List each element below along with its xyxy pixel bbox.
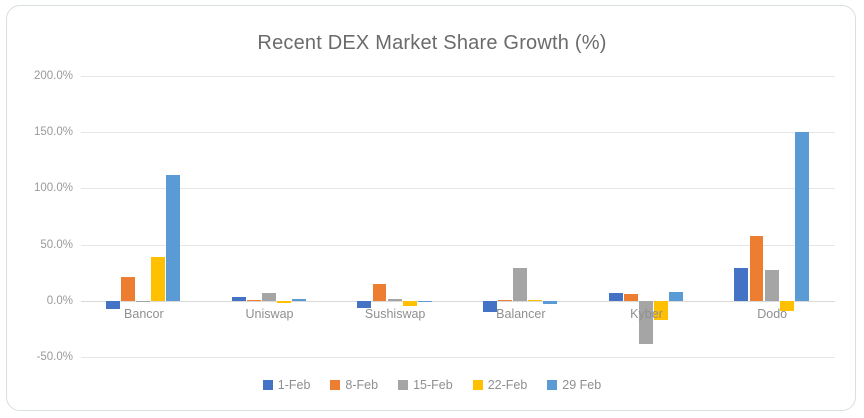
x-axis-label-balancer: Balancer	[496, 306, 546, 321]
legend-swatch-icon	[398, 380, 409, 390]
bar-dodo-22-feb[interactable]	[779, 300, 794, 311]
legend-swatch-icon	[330, 380, 341, 390]
bar-dodo-29-feb[interactable]	[794, 132, 809, 301]
gridline	[81, 357, 835, 358]
x-axis-label-uniswap: Uniswap	[245, 306, 294, 321]
x-axis-label-bancor: Bancor	[124, 306, 164, 321]
y-axis-tick-label: 150.0%	[33, 126, 73, 139]
bar-dodo-8-feb[interactable]	[749, 235, 764, 301]
legend-item-1-feb[interactable]: 1-Feb	[262, 378, 311, 392]
y-axis-tick-label: -50.0%	[36, 351, 73, 363]
legend-item-8-feb[interactable]: 8-Feb	[330, 378, 378, 392]
bar-balancer-15-feb[interactable]	[513, 268, 528, 301]
legend-item-22-feb[interactable]: 22-Feb	[472, 378, 528, 392]
y-axis-tick-label: 50.0%	[40, 238, 73, 251]
bar-balancer-1-feb[interactable]	[483, 300, 497, 313]
bar-kyber-29-feb[interactable]	[669, 291, 683, 301]
legend-swatch-icon	[547, 380, 558, 390]
bar-sushiswap-15-feb[interactable]	[387, 298, 402, 301]
bar-dodo-15-feb[interactable]	[764, 270, 779, 301]
bar-uniswap-1-feb[interactable]	[231, 297, 246, 301]
bars-layer	[81, 76, 835, 357]
bar-uniswap-15-feb[interactable]	[261, 292, 276, 301]
bar-balancer-22-feb[interactable]	[528, 299, 543, 302]
bar-kyber-22-feb[interactable]	[654, 300, 668, 320]
chart-title: Recent DEX Market Share Growth (%)	[257, 32, 607, 54]
x-axis-label-sushiswap: Sushiswap	[364, 306, 426, 321]
bar-sushiswap-29-feb[interactable]	[417, 300, 432, 303]
y-axis-labels: 200.0% 150.0% 100.0% 50.0% 0.0% -50.0%	[7, 70, 73, 363]
bar-balancer-29-feb[interactable]	[543, 300, 558, 305]
bar-kyber-1-feb[interactable]	[608, 292, 623, 301]
bar-bancor-29-feb[interactable]	[166, 174, 181, 301]
bar-dodo-1-feb[interactable]	[734, 268, 749, 301]
x-axis-label-dodo: Dodo	[757, 306, 788, 321]
legend-item-15-feb[interactable]: 15-Feb	[398, 378, 453, 392]
gridline	[81, 188, 835, 190]
plot-area	[81, 76, 835, 358]
chart-card: Recent DEX Market Share Growth (%) 200.0…	[6, 5, 856, 411]
gridline	[81, 300, 835, 302]
bar-kyber-8-feb[interactable]	[623, 294, 638, 301]
bar-uniswap-29-feb[interactable]	[292, 298, 306, 301]
legend-label: 8-Feb	[345, 378, 379, 392]
bar-balancer-8-feb[interactable]	[498, 299, 513, 302]
bar-bancor-22-feb[interactable]	[151, 256, 166, 301]
legend-label: 1-Feb	[277, 378, 311, 392]
bar-sushiswap-1-feb[interactable]	[357, 300, 372, 308]
legend-label: 22-Feb	[487, 378, 528, 392]
y-axis-tick-label: 100.0%	[33, 182, 73, 195]
gridline	[81, 244, 835, 246]
bar-uniswap-8-feb[interactable]	[246, 299, 261, 302]
gridline	[81, 76, 835, 77]
bar-uniswap-22-feb[interactable]	[277, 300, 291, 304]
x-axis-labels: Bancor Uniswap Sushiswap Balancer Kyber Dodo	[81, 76, 835, 357]
bar-sushiswap-8-feb[interactable]	[372, 283, 387, 301]
bar-bancor-15-feb[interactable]	[136, 300, 151, 303]
bar-bancor-1-feb[interactable]	[106, 300, 120, 309]
y-axis-tick-label: 200.0%	[33, 70, 73, 82]
bar-bancor-8-feb[interactable]	[121, 277, 136, 301]
bar-sushiswap-22-feb[interactable]	[402, 300, 417, 307]
legend-label: 29 Feb	[562, 378, 602, 392]
legend-swatch-icon	[472, 380, 483, 390]
y-axis-tick-label: 0.0%	[46, 294, 73, 307]
x-axis-label-kyber: Kyber	[630, 306, 663, 321]
legend-label: 15-Feb	[413, 378, 453, 392]
legend-item-29-feb[interactable]: 29 Feb	[547, 378, 601, 392]
legend-swatch-icon	[262, 380, 273, 390]
gridlines	[81, 76, 835, 358]
bar-kyber-15-feb[interactable]	[638, 300, 653, 344]
gridline	[81, 132, 835, 134]
chart-legend: 1-Feb 8-Feb 15-Feb 22-Feb 29 Feb	[7, 378, 855, 392]
